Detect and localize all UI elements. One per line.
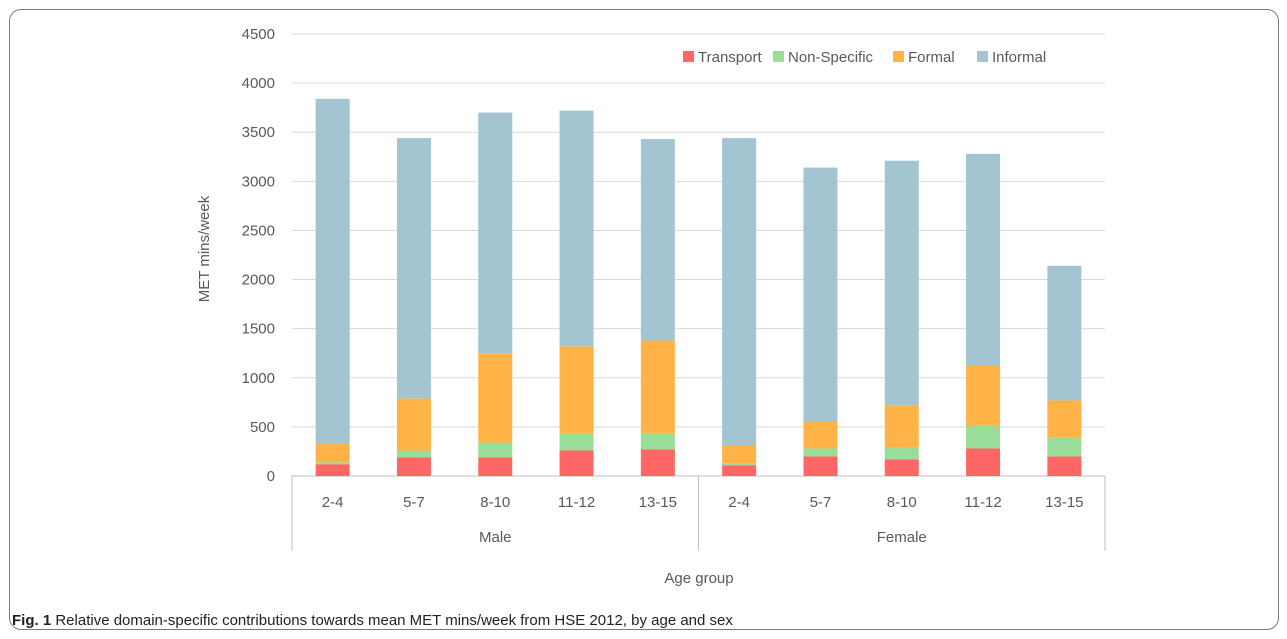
x-tick-label: 11-12 xyxy=(558,494,595,511)
bar-segment xyxy=(1047,456,1082,476)
bar-segment xyxy=(315,464,350,476)
bar-segment xyxy=(315,98,350,444)
bar-segment xyxy=(396,398,431,451)
legend-swatch xyxy=(977,51,988,62)
x-tick-label: 2-4 xyxy=(322,494,344,511)
bar-segment xyxy=(478,353,513,443)
x-tick-label: 11-12 xyxy=(964,494,1001,511)
legend-swatch xyxy=(773,51,784,62)
x-tick-label: 13-15 xyxy=(639,494,677,511)
bar-segment xyxy=(1047,265,1082,401)
bar-segment xyxy=(1047,437,1082,457)
bar-segment xyxy=(396,138,431,399)
bar-segment xyxy=(478,112,513,354)
stacked-bar-chart: 0 500 1000 1500 2000 2500 3000 3500 4000 4500 2-4… xyxy=(196,26,1106,587)
y-tick-label: 500 xyxy=(250,419,275,436)
y-axis-ticks: 0 500 1000 1500 2000 2500 3000 3500 4000 4500 xyxy=(242,26,275,485)
group-label: Male xyxy=(479,529,512,546)
y-tick-label: 3500 xyxy=(242,124,275,141)
bar-segment xyxy=(478,457,513,476)
legend: Transport Non-Specific Formal Informal xyxy=(683,49,1046,66)
bars xyxy=(315,98,1082,476)
bar-segment xyxy=(1047,400,1082,438)
legend-swatch xyxy=(893,51,904,62)
bar-segment xyxy=(396,450,431,458)
bar-segment xyxy=(478,442,513,458)
bar-segment xyxy=(559,450,594,476)
bar-segment xyxy=(722,138,757,446)
x-tick-label: 8-10 xyxy=(480,494,510,511)
bar-segment xyxy=(640,433,675,450)
bar-segment xyxy=(884,160,919,406)
bar-segment xyxy=(966,365,1001,426)
y-tick-label: 4000 xyxy=(242,75,275,92)
bar-segment xyxy=(315,462,350,465)
y-axis-label: MET mins/week xyxy=(196,195,213,302)
y-tick-label: 3000 xyxy=(242,173,275,190)
figure-caption: Fig. 1 Relative domain-specific contribu… xyxy=(12,612,733,629)
legend-label: Formal xyxy=(908,49,955,66)
y-tick-label: 2000 xyxy=(242,272,275,289)
bar-segment xyxy=(315,443,350,463)
figure-caption-label: Fig. 1 xyxy=(12,612,52,629)
bar-segment xyxy=(884,447,919,460)
group-label: Female xyxy=(877,529,927,546)
bar-segment xyxy=(722,463,757,466)
figure-frame xyxy=(9,9,1279,630)
figure-caption-text: Relative domain-specific contributions t… xyxy=(55,612,733,629)
bar-segment xyxy=(966,448,1001,476)
x-axis: 2-4 5-7 8-10 11-12 13-15 2-4 5-7 8-10 11-12 13-15… xyxy=(291,476,1106,551)
bar-segment xyxy=(640,139,675,341)
bar-segment xyxy=(559,346,594,434)
x-tick-label: 5-7 xyxy=(403,494,425,511)
legend-label: Informal xyxy=(992,49,1046,66)
bar-segment xyxy=(803,167,838,421)
y-tick-label: 0 xyxy=(267,468,275,485)
bar-segment xyxy=(559,110,594,347)
bar-segment xyxy=(396,457,431,476)
bar-segment xyxy=(640,340,675,434)
x-tick-label: 5-7 xyxy=(810,494,832,511)
y-tick-label: 1500 xyxy=(242,321,275,338)
x-tick-label: 2-4 xyxy=(728,494,750,511)
legend-label: Transport xyxy=(698,49,762,66)
x-axis-label: Age group xyxy=(664,570,733,587)
bar-segment xyxy=(722,465,757,476)
bar-segment xyxy=(884,459,919,476)
legend-swatch xyxy=(683,51,694,62)
bar-segment xyxy=(640,449,675,476)
bar-segment xyxy=(803,456,838,476)
bar-segment xyxy=(966,425,1001,449)
bar-segment xyxy=(966,153,1001,366)
bar-segment xyxy=(803,420,838,449)
y-tick-label: 1000 xyxy=(242,370,275,387)
x-tick-label: 8-10 xyxy=(887,494,917,511)
bar-segment xyxy=(803,448,838,457)
bar-segment xyxy=(884,405,919,448)
legend-label: Non-Specific xyxy=(788,49,874,66)
y-tick-label: 4500 xyxy=(242,26,275,43)
x-tick-label: 13-15 xyxy=(1045,494,1083,511)
y-tick-label: 2500 xyxy=(242,222,275,239)
bar-segment xyxy=(559,433,594,451)
bar-segment xyxy=(722,445,757,464)
